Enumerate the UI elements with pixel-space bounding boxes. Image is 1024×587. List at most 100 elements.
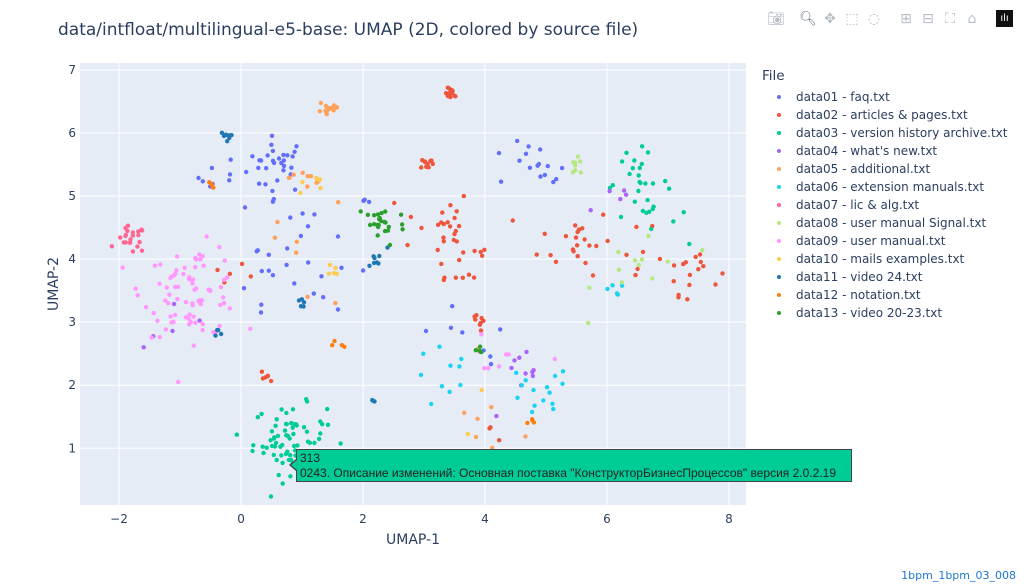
data-point[interactable] (421, 351, 426, 356)
data-point[interactable] (273, 423, 278, 428)
data-point[interactable] (370, 397, 375, 403)
data-point[interactable] (183, 315, 189, 320)
data-point[interactable] (208, 288, 213, 293)
data-point[interactable] (248, 326, 253, 331)
data-point[interactable] (387, 242, 393, 248)
data-point[interactable] (637, 165, 642, 171)
data-point[interactable] (365, 212, 371, 217)
data-point[interactable] (218, 302, 223, 308)
legend-item[interactable]: data01 - faq.txt (762, 88, 1007, 106)
data-point[interactable] (553, 259, 559, 264)
data-point[interactable] (635, 266, 640, 272)
data-point[interactable] (167, 292, 172, 297)
data-point[interactable] (571, 159, 576, 165)
data-point[interactable] (305, 439, 311, 444)
data-point[interactable] (538, 174, 543, 179)
data-point[interactable] (471, 275, 477, 280)
legend-item[interactable]: data03 - version history archive.txt (762, 124, 1007, 142)
data-point[interactable] (292, 281, 297, 286)
data-point[interactable] (486, 366, 491, 371)
data-point[interactable] (530, 373, 535, 379)
data-point[interactable] (657, 256, 663, 262)
data-point[interactable] (551, 179, 556, 185)
data-point[interactable] (482, 247, 487, 252)
data-point[interactable] (527, 165, 533, 170)
data-point[interactable] (488, 361, 494, 367)
data-point[interactable] (333, 300, 338, 306)
data-point[interactable] (575, 154, 581, 159)
data-point[interactable] (193, 320, 198, 325)
legend-item[interactable]: data06 - extension manuals.txt (762, 178, 1007, 196)
data-point[interactable] (255, 248, 260, 253)
data-point[interactable] (304, 399, 310, 404)
data-point[interactable] (320, 422, 325, 427)
data-point[interactable] (633, 272, 638, 278)
data-point[interactable] (687, 282, 692, 288)
data-point[interactable] (292, 187, 298, 192)
data-point[interactable] (616, 267, 622, 272)
data-point[interactable] (271, 436, 277, 441)
data-point[interactable] (489, 405, 494, 410)
data-point[interactable] (646, 233, 651, 239)
data-point[interactable] (448, 325, 454, 330)
legend-item[interactable]: data09 - user manual.txt (762, 232, 1007, 250)
data-point[interactable] (563, 234, 569, 239)
data-point[interactable] (221, 295, 226, 300)
data-point[interactable] (575, 254, 580, 259)
data-point[interactable] (298, 233, 304, 239)
data-point[interactable] (216, 327, 221, 333)
data-point[interactable] (636, 262, 641, 268)
data-point[interactable] (524, 349, 529, 355)
data-point[interactable] (496, 364, 502, 369)
data-point[interactable] (259, 369, 265, 374)
data-point[interactable] (219, 130, 225, 135)
data-point[interactable] (676, 295, 681, 300)
data-point[interactable] (385, 228, 391, 233)
data-point[interactable] (300, 170, 305, 175)
data-point[interactable] (279, 407, 284, 412)
data-point[interactable] (225, 275, 230, 280)
data-point[interactable] (291, 172, 296, 177)
data-point[interactable] (335, 307, 341, 312)
data-point[interactable] (479, 315, 484, 321)
data-point[interactable] (155, 318, 160, 323)
data-point[interactable] (479, 253, 485, 258)
data-point[interactable] (256, 181, 262, 186)
data-point[interactable] (330, 343, 335, 348)
data-point[interactable] (140, 228, 145, 233)
data-point[interactable] (342, 344, 347, 349)
data-point[interactable] (221, 301, 227, 306)
data-point[interactable] (650, 206, 655, 212)
data-point[interactable] (301, 300, 307, 305)
data-point[interactable] (512, 358, 517, 363)
data-point[interactable] (305, 184, 310, 189)
data-point[interactable] (665, 259, 670, 264)
data-point[interactable] (317, 109, 322, 114)
data-point[interactable] (607, 188, 612, 194)
data-point[interactable] (457, 257, 462, 263)
data-point[interactable] (290, 407, 296, 412)
data-point[interactable] (582, 237, 587, 242)
data-point[interactable] (209, 181, 214, 187)
data-point[interactable] (187, 312, 192, 317)
data-point[interactable] (301, 425, 307, 430)
data-point[interactable] (530, 417, 535, 422)
data-point[interactable] (623, 192, 629, 197)
data-point[interactable] (276, 156, 282, 161)
data-point[interactable] (280, 460, 285, 466)
data-point[interactable] (497, 438, 502, 443)
data-point[interactable] (258, 310, 264, 315)
data-point[interactable] (169, 274, 174, 279)
data-point[interactable] (151, 310, 156, 316)
data-point[interactable] (576, 227, 582, 232)
data-point[interactable] (377, 215, 382, 221)
data-point[interactable] (259, 411, 264, 417)
data-point[interactable] (618, 214, 624, 220)
data-point[interactable] (375, 212, 381, 217)
data-point[interactable] (610, 183, 615, 188)
data-point[interactable] (590, 273, 596, 278)
data-point[interactable] (130, 249, 136, 254)
data-point[interactable] (360, 268, 366, 273)
data-point[interactable] (379, 210, 384, 216)
data-point[interactable] (270, 158, 276, 163)
